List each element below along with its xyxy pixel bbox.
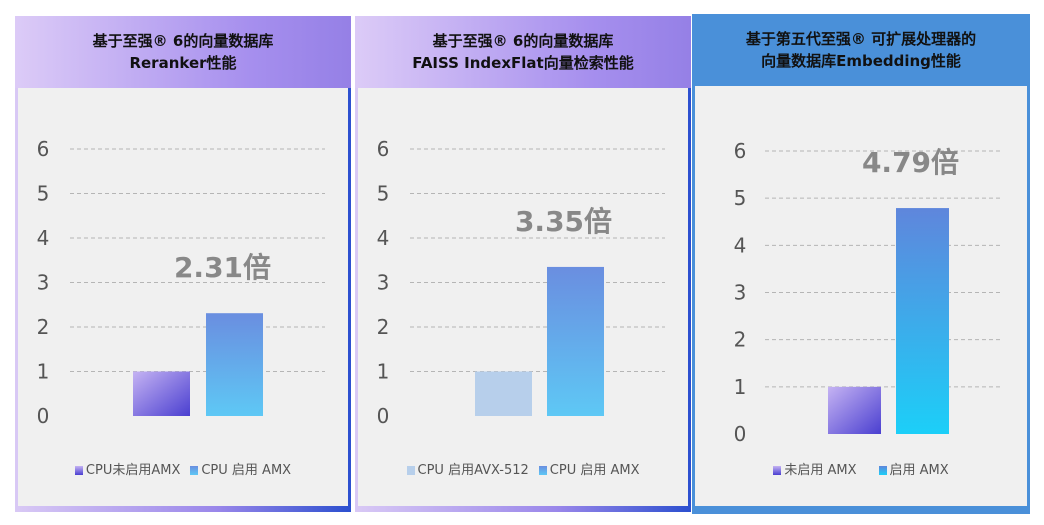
y-tick-label: 6 bbox=[734, 139, 747, 163]
legend-swatch bbox=[74, 466, 83, 475]
y-tick-label: 0 bbox=[37, 404, 50, 428]
title-line: 基于至强® 6的向量数据库 bbox=[92, 32, 274, 50]
y-tick-label: 2 bbox=[377, 315, 390, 339]
legend-label: 启用 AMX bbox=[889, 463, 949, 478]
title-line: 基于至强® 6的向量数据库 bbox=[432, 32, 614, 50]
bar bbox=[896, 208, 949, 434]
legend-swatch bbox=[878, 466, 887, 475]
legend: CPU 启用AVX-512 CPU 启用 AMX bbox=[358, 459, 688, 478]
legend-swatch bbox=[538, 466, 547, 475]
chart-title: 基于至强® 6的向量数据库 FAISS IndexFlat向量检索性能 bbox=[355, 16, 691, 88]
legend-label: CPU 启用 AMX bbox=[201, 463, 292, 478]
bar bbox=[475, 371, 532, 416]
chart-panel-faiss: 基于至强® 6的向量数据库 FAISS IndexFlat向量检索性能 0 1 2 3 4… bbox=[355, 16, 691, 512]
y-tick-label: 4 bbox=[37, 226, 50, 250]
y-tick-label: 2 bbox=[37, 315, 50, 339]
title-line: 基于第五代至强® 可扩展处理器的 bbox=[745, 30, 977, 48]
chart-svg: 0 1 2 3 4 5 6 4.79倍 bbox=[734, 139, 1000, 446]
y-tick-label: 1 bbox=[734, 375, 747, 399]
chart-svg: 0 1 2 3 4 5 6 3.35倍 bbox=[377, 137, 665, 428]
y-tick-label: 4 bbox=[734, 233, 747, 257]
title-line: Reranker性能 bbox=[129, 54, 237, 72]
plot-area: 0 1 2 3 4 5 6 2.31倍 CPU未启用AMX CPU 启用 AMX bbox=[18, 88, 348, 506]
y-tick-label: 0 bbox=[377, 404, 390, 428]
bar bbox=[206, 313, 263, 416]
plot-area: 0 1 2 3 4 5 6 3.35倍 CPU 启用AVX-512 CPU 启用 AMX bbox=[358, 88, 688, 506]
y-tick-label: 3 bbox=[734, 281, 747, 305]
chart-title: 基于第五代至强® 可扩展处理器的 向量数据库Embedding性能 bbox=[692, 14, 1030, 86]
bar bbox=[133, 371, 190, 416]
chart-panel-reranker: 基于至强® 6的向量数据库 Reranker性能 0 1 2 3 4 5 6 2.31倍 CPU… bbox=[15, 16, 351, 512]
y-tick-label: 4 bbox=[377, 226, 390, 250]
y-tick-label: 6 bbox=[37, 137, 50, 161]
chart-title: 基于至强® 6的向量数据库 Reranker性能 bbox=[15, 16, 351, 88]
legend: 未启用 AMX 启用 AMX bbox=[695, 459, 1027, 478]
chart-panel-embedding: 基于第五代至强® 可扩展处理器的 向量数据库Embedding性能 0 1 2 3 4 5 6… bbox=[692, 14, 1030, 514]
y-tick-label: 0 bbox=[734, 422, 747, 446]
y-tick-label: 3 bbox=[377, 271, 390, 295]
y-tick-label: 6 bbox=[377, 137, 390, 161]
legend-swatch bbox=[190, 466, 199, 475]
legend-swatch bbox=[773, 466, 782, 475]
annotation-label: 2.31倍 bbox=[174, 251, 271, 284]
plot-area: 0 1 2 3 4 5 6 4.79倍 未启用 AMX 启用 AMX bbox=[695, 86, 1027, 506]
y-tick-label: 5 bbox=[37, 182, 50, 206]
annotation-label: 4.79倍 bbox=[862, 146, 959, 179]
y-tick-label: 3 bbox=[37, 271, 50, 295]
legend: CPU未启用AMX CPU 启用 AMX bbox=[18, 459, 348, 478]
y-tick-label: 5 bbox=[377, 182, 390, 206]
annotation-label: 3.35倍 bbox=[515, 205, 612, 238]
legend-item: CPU 启用AVX-512 bbox=[406, 459, 529, 478]
bar bbox=[547, 266, 604, 416]
legend-swatch bbox=[406, 466, 415, 475]
y-tick-label: 1 bbox=[377, 360, 390, 384]
legend-label: CPU未启用AMX bbox=[85, 463, 181, 478]
legend-item: 未启用 AMX bbox=[773, 459, 857, 478]
legend-item: 启用 AMX bbox=[878, 459, 949, 478]
legend-item: CPU未启用AMX bbox=[74, 459, 181, 478]
title-line: FAISS IndexFlat向量检索性能 bbox=[412, 54, 634, 72]
bar bbox=[828, 386, 881, 434]
legend-label: CPU 启用AVX-512 bbox=[417, 463, 529, 478]
y-tick-label: 5 bbox=[734, 186, 747, 210]
legend-item: CPU 启用 AMX bbox=[190, 459, 291, 478]
y-tick-label: 1 bbox=[37, 360, 50, 384]
title-line: 向量数据库Embedding性能 bbox=[761, 52, 961, 70]
legend-item: CPU 启用 AMX bbox=[538, 459, 640, 478]
legend-label: CPU 启用 AMX bbox=[549, 463, 640, 478]
legend-label: 未启用 AMX bbox=[784, 463, 857, 478]
chart-svg: 0 1 2 3 4 5 6 2.31倍 bbox=[37, 137, 325, 428]
y-tick-label: 2 bbox=[734, 328, 747, 352]
